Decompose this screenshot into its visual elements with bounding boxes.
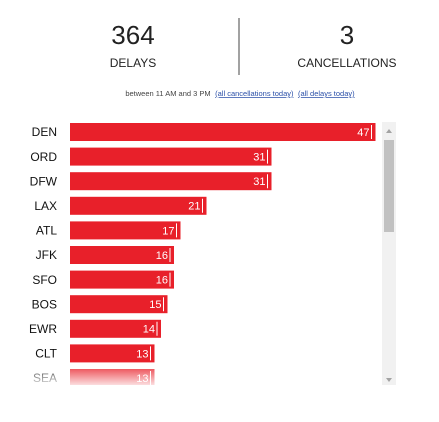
bar-list: DEN 47 ORD 31 DFW 31 LAX 21 ATL 17 JFK 16 SFO 16 BOS 15… — [29, 123, 376, 385]
value-label: 17 — [162, 225, 174, 237]
bar — [70, 147, 272, 166]
category-label: CLT — [35, 347, 57, 361]
value-label: 47 — [357, 127, 369, 139]
category-label: ORD — [30, 150, 57, 164]
bar — [70, 196, 207, 215]
subtitle: between 11 AM and 3 PM (all cancellation… — [125, 83, 355, 100]
bar — [70, 246, 174, 264]
value-label: 21 — [188, 201, 200, 213]
scrollbar-thumb[interactable] — [384, 140, 394, 232]
category-label: JFK — [36, 248, 57, 262]
bar — [70, 123, 376, 141]
link[interactable]: (all cancellations today) — [215, 89, 294, 98]
category-label: EWR — [29, 322, 57, 336]
value-label: 31 — [253, 176, 265, 188]
bar — [70, 221, 181, 240]
link[interactable]: (all delays today) — [298, 89, 355, 98]
value-label: 16 — [156, 250, 168, 262]
delays-count: 364 — [111, 20, 154, 50]
category-label: DEN — [32, 125, 57, 139]
category-label: BOS — [32, 297, 57, 311]
delays-label: DELAYS — [110, 56, 156, 70]
category-label: SFO — [32, 273, 57, 287]
bar — [70, 270, 174, 289]
scroll-up[interactable] — [386, 129, 392, 133]
category-label: ATL — [36, 224, 57, 238]
category-label: LAX — [34, 199, 57, 213]
bar — [70, 295, 168, 314]
value-label: 31 — [253, 152, 265, 164]
value-label: 16 — [156, 275, 168, 287]
bar — [70, 344, 155, 363]
cancellations-count: 3 — [340, 20, 354, 50]
bar — [70, 172, 272, 191]
value-label: 13 — [136, 348, 148, 360]
cancellations-label: CANCELLATIONS — [297, 56, 396, 70]
time-range: between 11 AM and 3 PM — [125, 89, 210, 98]
value-label: 14 — [143, 324, 155, 336]
fade — [0, 362, 381, 385]
category-label: DFW — [30, 174, 58, 188]
bar — [70, 319, 161, 338]
value-label: 15 — [149, 299, 161, 311]
scroll-down[interactable] — [386, 378, 392, 382]
